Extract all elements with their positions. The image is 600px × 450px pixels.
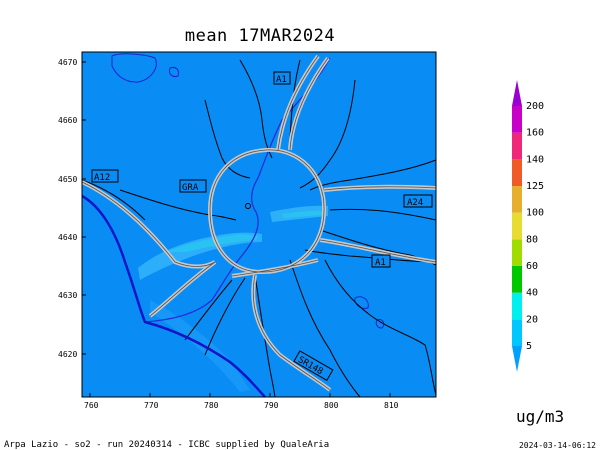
colorbar-label: 100 [526,208,544,219]
colorbar-swatch [512,212,522,240]
x-tick-label: 790 [264,401,279,410]
x-axis: 760 770 780 790 800 810 [84,393,399,410]
colorbar-swatch [512,292,522,320]
road-label-a1-north: A1 [276,75,287,85]
colorbar-swatch [512,80,522,106]
pollution-plume-southwest [150,300,250,392]
x-tick-label: 770 [144,401,159,410]
river [144,57,331,323]
x-tick-label: 760 [84,401,99,410]
road-label-a1-south: A1 [375,258,386,268]
map-frame [81,51,437,398]
coastline [81,194,266,398]
pollution-plume-west [138,232,262,280]
road-label-gra: GRA [182,183,199,193]
x-tick-label: 810 [384,401,399,410]
road-label-a24: A24 [407,198,423,208]
y-tick-label: 4670 [58,58,77,67]
y-tick-label: 4640 [58,233,77,242]
x-tick-label: 780 [204,401,219,410]
units-label: ug/m3 [516,407,565,426]
city-center-marker [245,203,251,209]
colorbar-label: 5 [526,341,532,352]
colorbar-label: 20 [526,314,538,325]
colorbar-swatch [512,319,522,346]
colorbar-label: 60 [526,261,538,272]
y-axis: 4670 4660 4650 4640 4630 4620 [58,58,86,359]
colorbar-label: 200 [526,101,544,112]
administrative-boundaries [81,59,437,398]
colorbar-label: 40 [526,288,538,299]
colorbar-swatch [512,266,522,293]
footer-timestamp: 2024-03-14-06:12 [518,441,596,450]
y-tick-label: 4660 [58,116,77,125]
colorbar-label: 80 [526,234,538,245]
colorbar-swatch [512,106,522,133]
footer-credit: Arpa Lazio - so2 - run 20240314 - ICBC s… [4,440,330,450]
pollution-plume-core-east [282,210,324,218]
colorbar-swatch [512,132,522,160]
pollution-plume-core-west [165,234,258,252]
y-tick-label: 4620 [58,350,77,359]
colorbar-label: 160 [526,128,544,139]
road-labels: A1 A12 GRA A24 A1 SR148 [91,71,433,382]
lake-outline [111,53,157,83]
road-label-a12: A12 [94,173,110,183]
lake-outline [169,67,179,77]
map-title: mean 17MAR2024 [184,26,336,46]
y-tick-label: 4650 [58,175,77,184]
colorbar: 5 20 40 60 80 100 125 140 160 200 [512,80,544,372]
colorbar-label: 125 [526,181,544,192]
colorbar-label: 140 [526,154,544,165]
colorbar-swatch [512,346,522,372]
road-network-center [81,55,437,391]
colorbar-swatch [512,159,522,186]
x-tick-label: 800 [324,401,339,410]
lake-outline [375,319,385,329]
colorbar-swatch [512,186,522,213]
colorbar-swatch [512,239,522,266]
y-tick-label: 4630 [58,291,77,300]
